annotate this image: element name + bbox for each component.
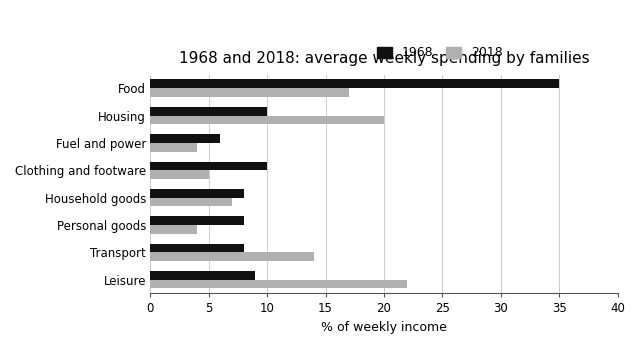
- Bar: [150, 280, 407, 289]
- Bar: [150, 162, 267, 170]
- Bar: [150, 271, 255, 280]
- Legend: 1968, 2018: 1968, 2018: [372, 42, 508, 65]
- Bar: [150, 134, 220, 143]
- Bar: [150, 107, 267, 116]
- Bar: [150, 189, 244, 198]
- Bar: [150, 198, 232, 206]
- Bar: [150, 252, 314, 261]
- Bar: [150, 143, 197, 152]
- Title: 1968 and 2018: average weekly spending by families: 1968 and 2018: average weekly spending b…: [179, 51, 589, 66]
- X-axis label: % of weekly income: % of weekly income: [321, 321, 447, 334]
- Bar: [150, 80, 559, 88]
- Bar: [150, 225, 197, 234]
- Bar: [150, 244, 244, 252]
- Bar: [150, 88, 349, 97]
- Bar: [150, 170, 209, 179]
- Bar: [150, 216, 244, 225]
- Bar: [150, 116, 384, 124]
